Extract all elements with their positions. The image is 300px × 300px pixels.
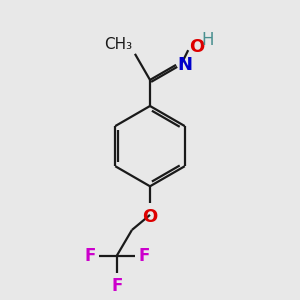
Text: O: O [190, 38, 205, 56]
Text: N: N [178, 56, 193, 74]
Text: F: F [138, 247, 149, 265]
Text: F: F [111, 277, 123, 295]
Text: O: O [142, 208, 158, 226]
Text: CH₃: CH₃ [104, 38, 133, 52]
Text: F: F [84, 247, 96, 265]
Text: H: H [202, 31, 214, 49]
